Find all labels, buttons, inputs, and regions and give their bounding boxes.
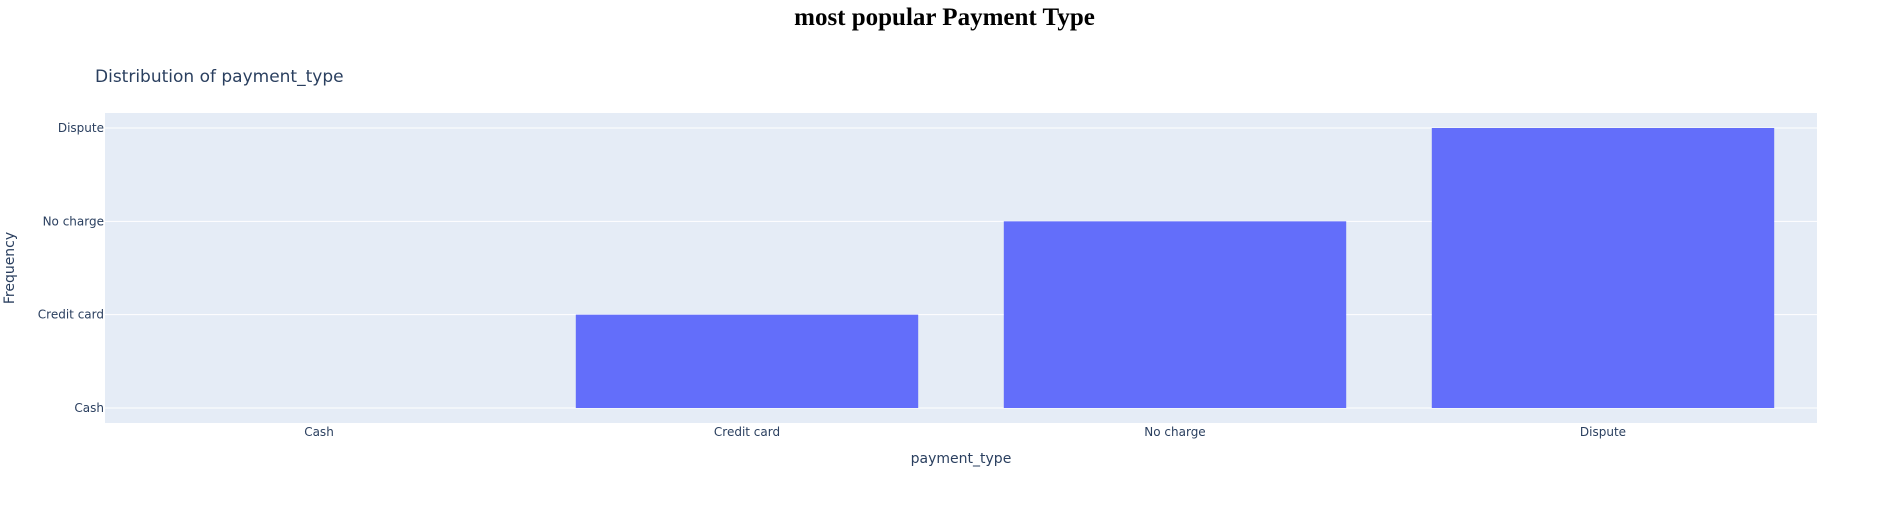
y-tick-labels: Cash Credit card No charge Dispute — [38, 121, 104, 415]
bar-dispute — [1431, 128, 1775, 408]
x-tick-label: Cash — [304, 425, 334, 439]
y-axis-title: Frequency — [2, 232, 18, 304]
y-tick-label: Dispute — [58, 121, 104, 135]
x-tick-label: Credit card — [714, 425, 780, 439]
bars — [575, 128, 1775, 408]
x-tick-label: No charge — [1144, 425, 1205, 439]
y-tick-label: Cash — [74, 401, 104, 415]
y-tick-label: Credit card — [38, 308, 104, 322]
y-tick-label: No charge — [43, 214, 104, 228]
x-axis-title: payment_type — [911, 451, 1012, 467]
page-title: most popular Payment Type — [794, 4, 1095, 31]
chart-title: Distribution of payment_type — [95, 67, 344, 87]
x-tick-labels: Cash Credit card No charge Dispute — [304, 425, 1626, 439]
bar-no-charge — [1003, 221, 1347, 408]
bar-credit-card — [575, 314, 919, 408]
x-tick-label: Dispute — [1580, 425, 1626, 439]
